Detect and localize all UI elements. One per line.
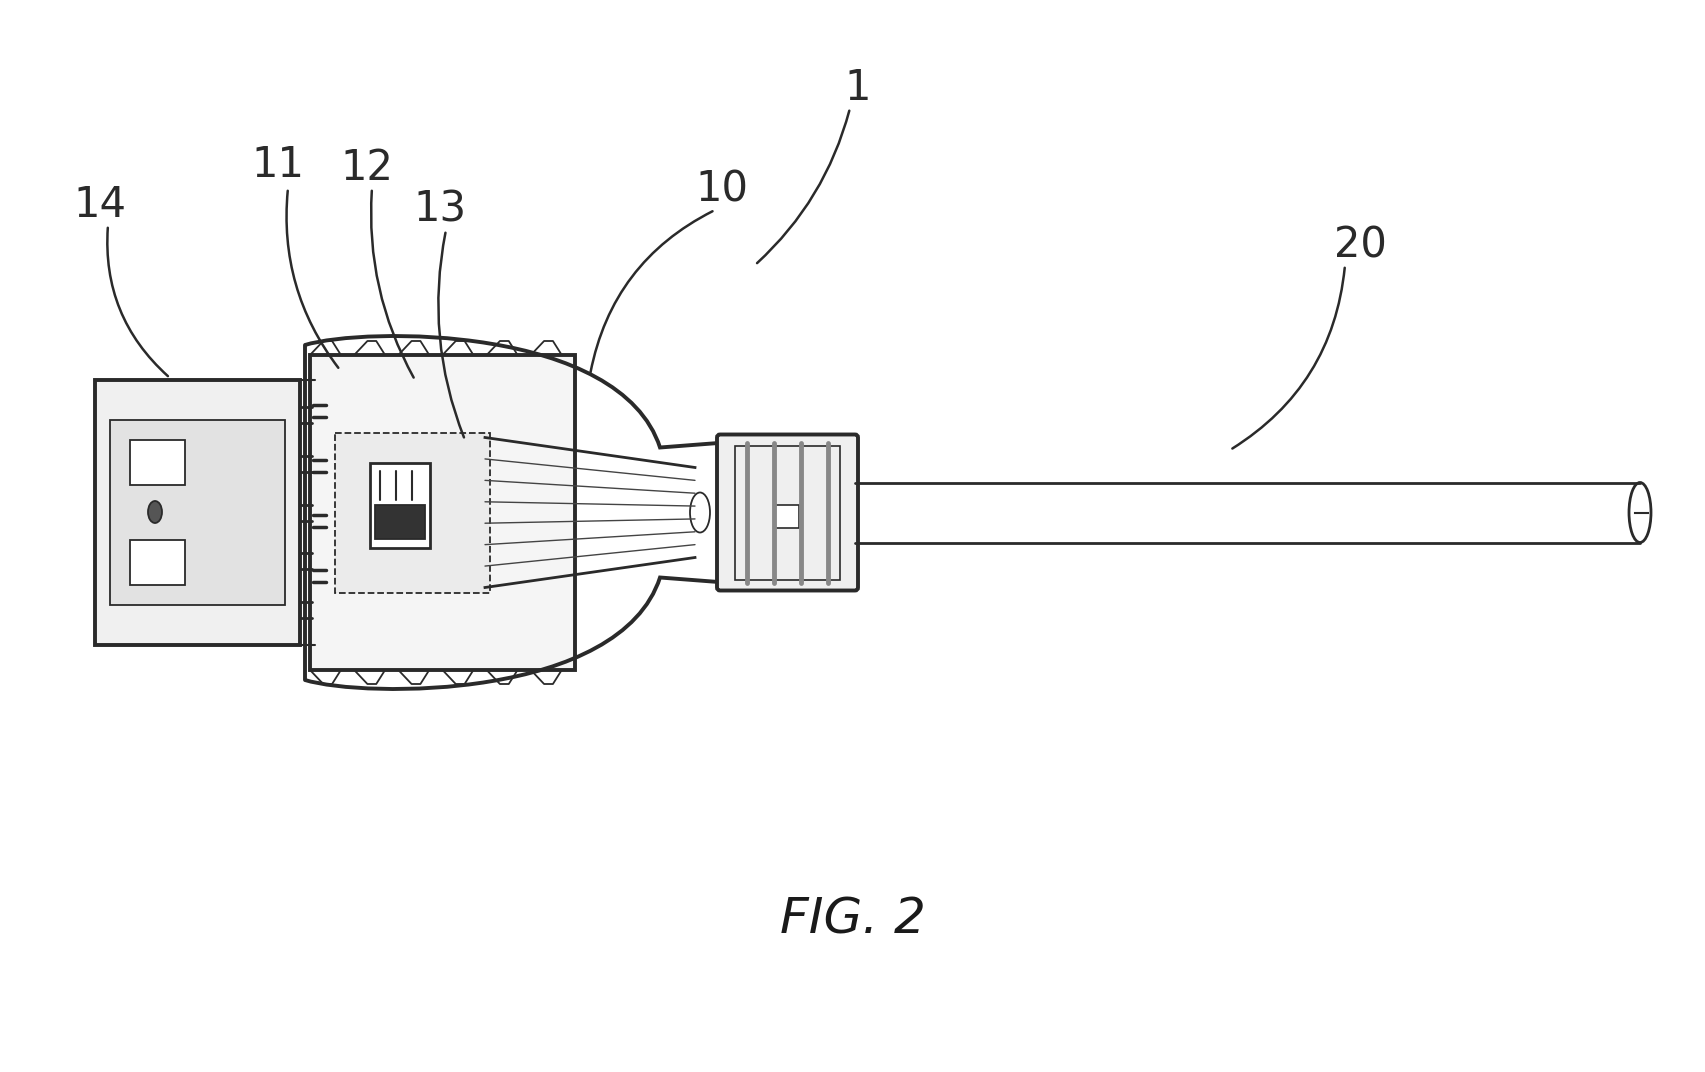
Bar [370,462,430,548]
Bar [109,420,285,605]
Ellipse shape [689,492,709,533]
Text: 13: 13 [413,189,465,230]
Text: 12: 12 [341,147,394,189]
Bar [334,432,489,593]
Bar [310,355,575,670]
Bar [375,505,425,538]
Text: 14: 14 [73,184,126,226]
Bar [130,440,184,485]
Text: 1: 1 [844,66,871,109]
FancyBboxPatch shape [716,434,858,591]
Text: 10: 10 [696,169,748,211]
Ellipse shape [1628,482,1650,542]
Bar [95,379,300,645]
Bar [735,446,839,580]
Bar [776,505,800,527]
Ellipse shape [148,501,162,523]
Bar [130,540,184,585]
Text: FIG. 2: FIG. 2 [779,896,926,944]
Text: 20: 20 [1333,224,1386,266]
Text: 11: 11 [251,144,303,187]
